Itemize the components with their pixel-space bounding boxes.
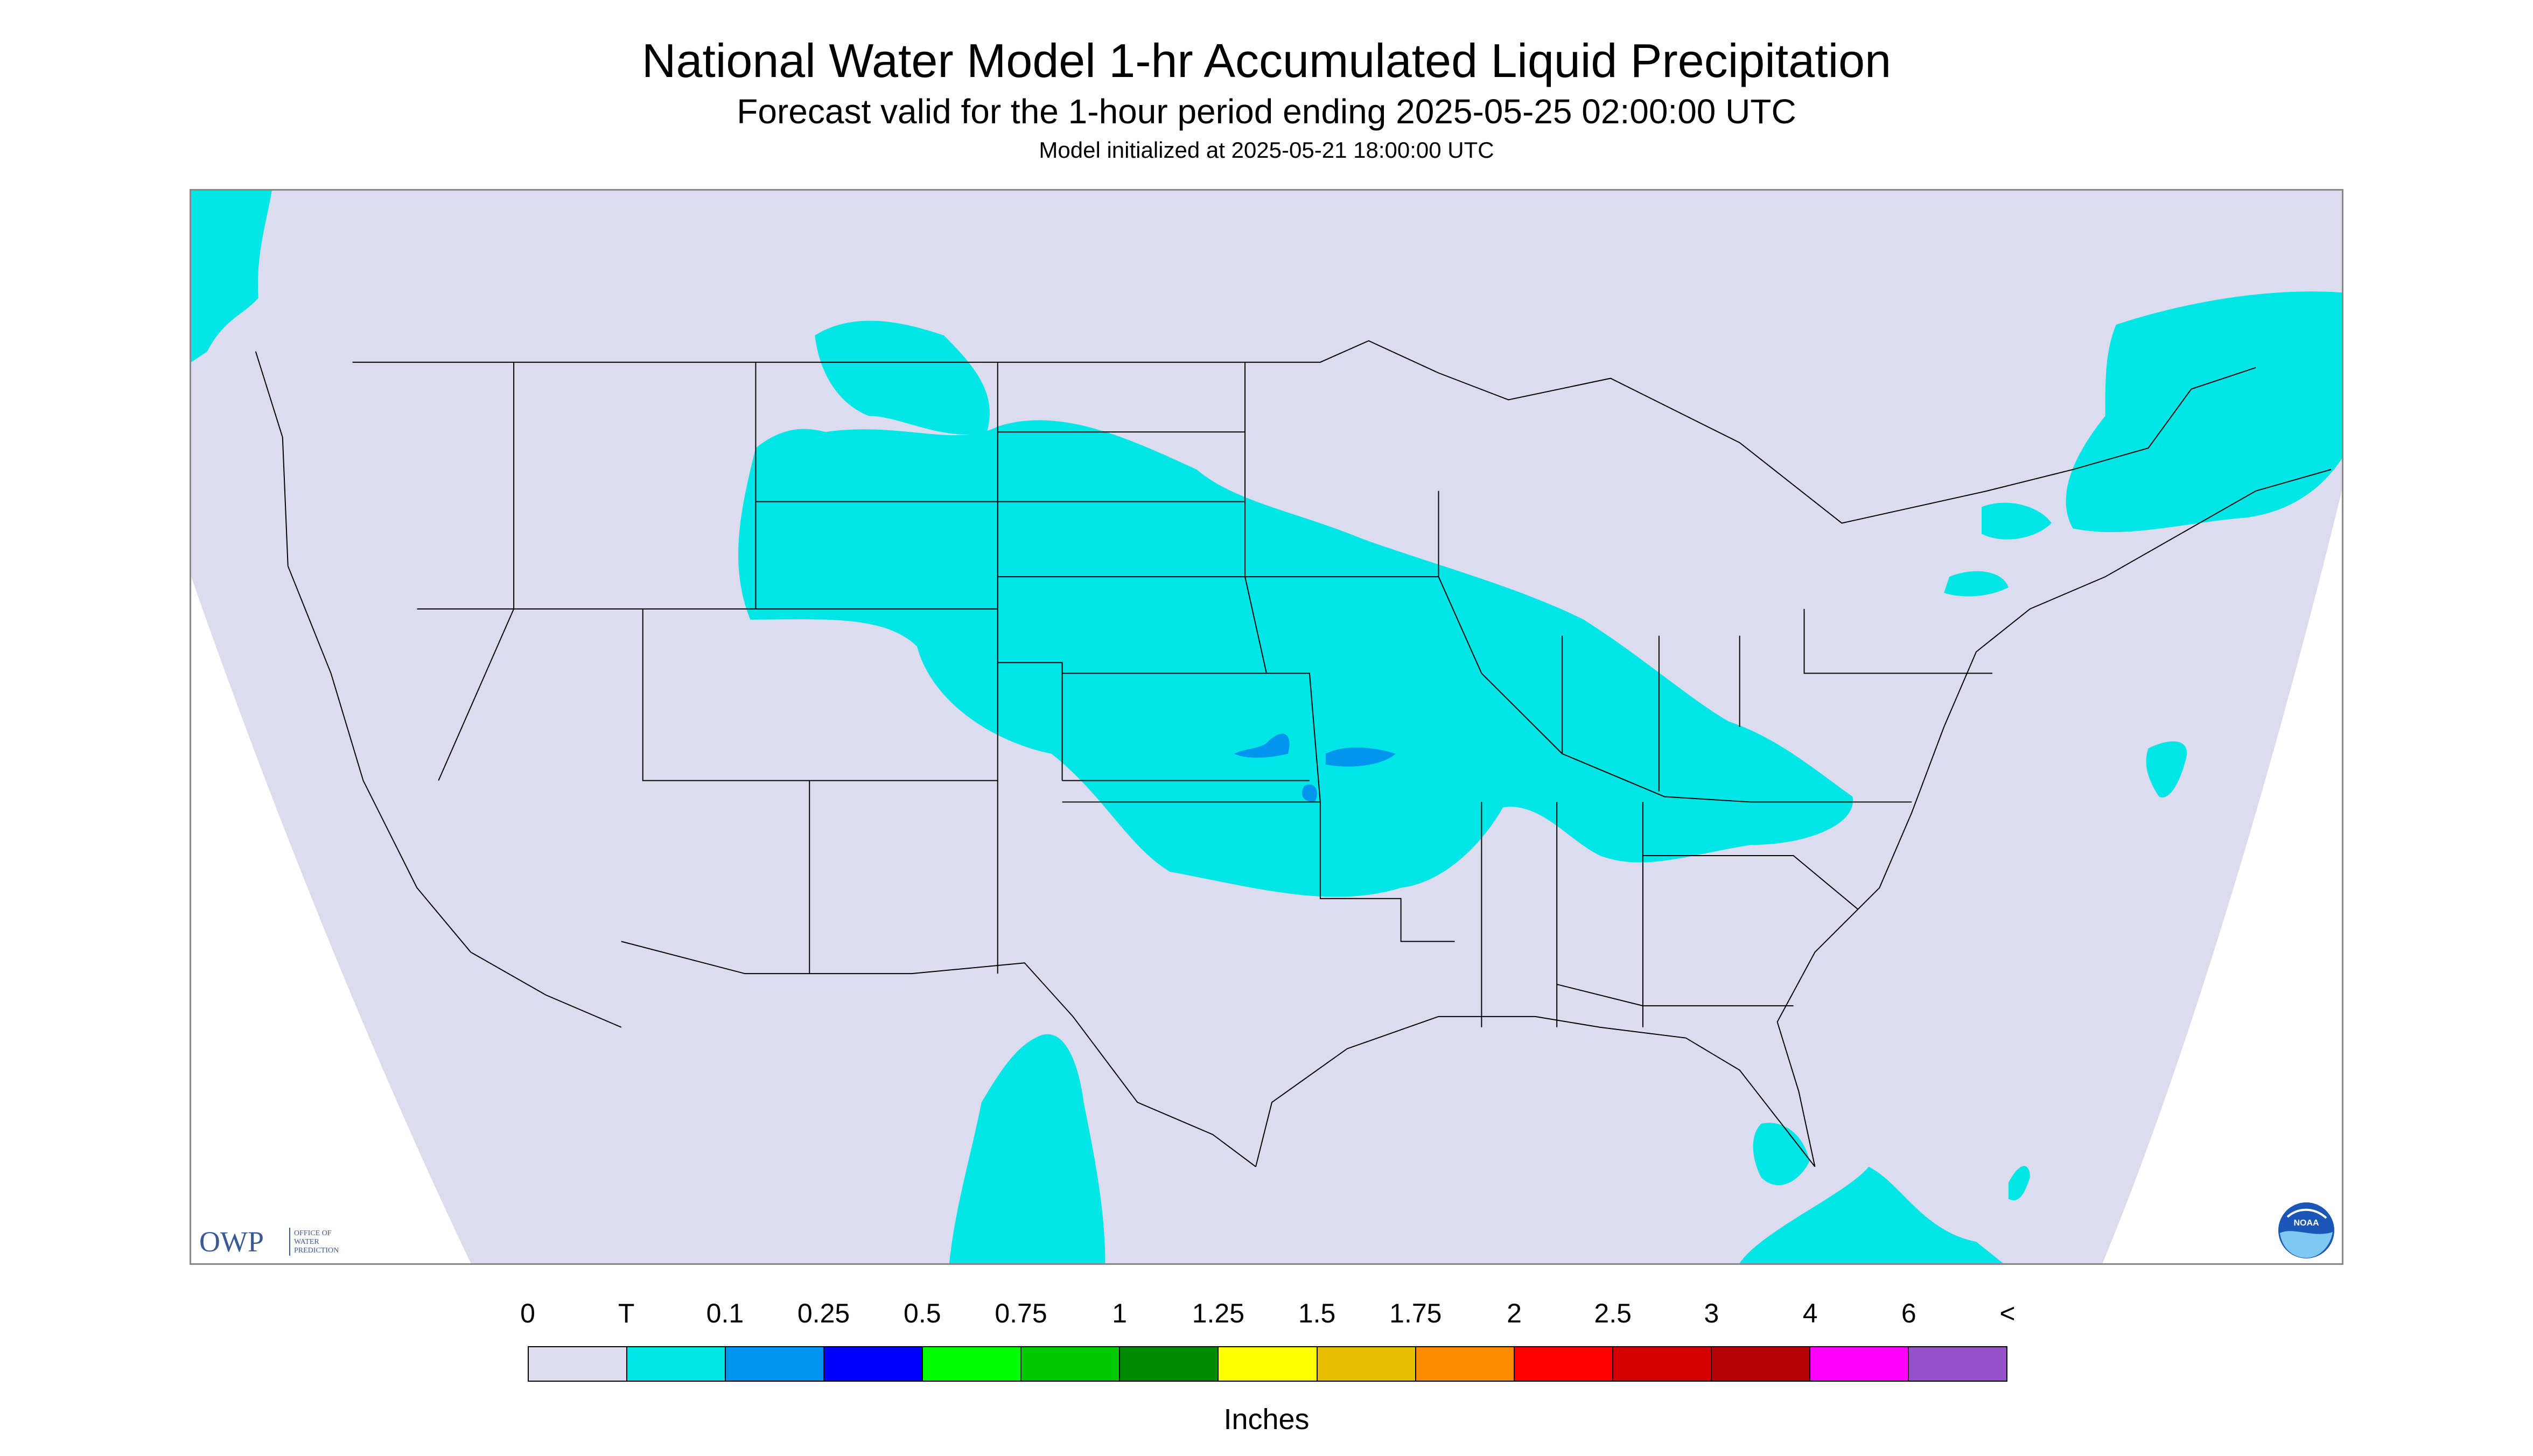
legend-tick-label: 2 xyxy=(1507,1298,1522,1328)
canada-us-border xyxy=(352,340,2256,524)
noaa-logo-text: NOAA xyxy=(2293,1219,2319,1228)
precip-area-montana-north xyxy=(815,320,990,435)
legend-units: Inches xyxy=(1223,1403,1310,1436)
legend-tick-label: 4 xyxy=(1802,1298,1818,1328)
legend-swatch xyxy=(1120,1347,1219,1381)
pacific-coastline xyxy=(255,351,622,1028)
noaa-logo-arc xyxy=(2286,1208,2327,1219)
precip-area-kansas-c xyxy=(1302,784,1317,802)
precip-0.1-areas xyxy=(1234,733,1396,802)
owp-logo-name-line-1: OFFICE OF xyxy=(294,1229,332,1237)
precip-area-florida xyxy=(1753,1123,1810,1186)
legend-tick-label: 2.5 xyxy=(1594,1298,1632,1328)
legend-labels: 0 T 0.1 0.25 0.5 0.75 1 1.25 1.5 1.75 2 2.5 3 4 6 < xyxy=(0,1298,2533,1335)
owp-logo-name-line-3: PREDICTION xyxy=(294,1247,339,1255)
legend-tick-label: 1.25 xyxy=(1192,1298,1245,1328)
legend-tick-label: 3 xyxy=(1704,1298,1719,1328)
legend-swatch xyxy=(1219,1347,1318,1381)
precip-area-kansas-a xyxy=(1325,747,1396,767)
precip-area-new-england-spot xyxy=(1982,502,2052,540)
legend-swatch xyxy=(1416,1347,1515,1381)
legend-swatch xyxy=(1514,1347,1613,1381)
precip-area-mexico xyxy=(949,1034,1105,1263)
legend-swatch xyxy=(1317,1347,1416,1381)
legend-swatch xyxy=(923,1347,1022,1381)
precip-area-central-plains xyxy=(738,420,1853,897)
legend-swatch xyxy=(824,1347,923,1381)
atlantic-coastline xyxy=(1776,468,2332,1167)
legend-tick-label: T xyxy=(618,1298,635,1328)
legend-swatch xyxy=(529,1347,628,1381)
legend-tick-label: 0.5 xyxy=(904,1298,941,1328)
precip-area-kansas-b xyxy=(1234,733,1290,758)
legend-tick-label: 1.5 xyxy=(1298,1298,1336,1328)
legend-tick-label: 1.75 xyxy=(1389,1298,1442,1328)
legend-swatch xyxy=(627,1347,726,1381)
precip-area-southeast-atlantic xyxy=(2008,1166,2030,1201)
legend-tick-label: 0 xyxy=(520,1298,535,1328)
precip-area-northeast xyxy=(2066,291,2342,533)
legend-swatch xyxy=(1021,1347,1121,1381)
precip-trace-areas xyxy=(191,191,2342,1263)
legend-swatch xyxy=(726,1347,825,1381)
legend-swatch xyxy=(1810,1347,1909,1381)
legend-tick-label: 6 xyxy=(1901,1298,1916,1328)
gulf-coastline xyxy=(1255,1016,1816,1167)
owp-logo: OWP OFFICE OF WATER PREDICTION xyxy=(199,1226,339,1258)
legend-swatch xyxy=(1711,1347,1810,1381)
precip-area-pacific-nw xyxy=(191,191,272,362)
legend-tick-label: < xyxy=(1999,1298,2016,1328)
legend-colorbar xyxy=(528,1346,2007,1382)
noaa-logo-wave xyxy=(2280,1231,2333,1258)
map-title: National Water Model 1-hr Accumulated Li… xyxy=(641,34,1892,87)
map-subtitle: Forecast valid for the 1-hour period end… xyxy=(737,92,1796,131)
legend-swatch xyxy=(1908,1347,2006,1381)
noaa-logo: NOAA xyxy=(2278,1202,2334,1258)
mexico-us-border xyxy=(621,941,1256,1167)
legend-tick-label: 0.25 xyxy=(797,1298,850,1328)
state-lines-east xyxy=(1438,491,1992,1027)
precip-area-atlantic xyxy=(2146,741,2187,798)
legend-tick-label: 1 xyxy=(1112,1298,1128,1328)
legend-swatch xyxy=(1613,1347,1712,1381)
political-borders xyxy=(255,340,2332,1167)
legend-tick-label: 0.75 xyxy=(995,1298,1047,1328)
legend-tick-label: 0.1 xyxy=(706,1298,744,1328)
map-canvas xyxy=(191,191,2342,1263)
owp-logo-mark: OWP xyxy=(199,1226,264,1258)
model-init-line: Model initialized at 2025-05-21 18:00:00… xyxy=(1039,137,1494,163)
precip-area-pennsylvania-spot xyxy=(1944,571,2009,597)
owp-logo-name-line-2: WATER xyxy=(294,1238,319,1246)
precipitation-map xyxy=(190,189,2343,1265)
precip-area-caribbean xyxy=(1739,1166,2003,1263)
